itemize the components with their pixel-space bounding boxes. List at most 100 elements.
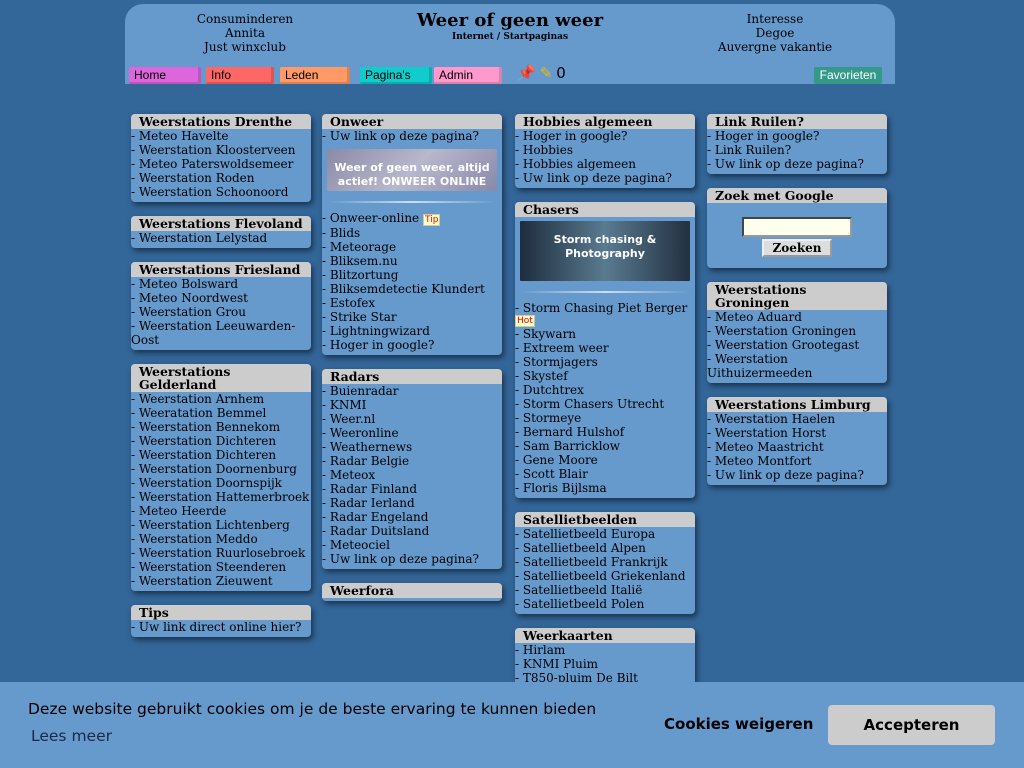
list-link[interactable]: - Floris Bijlsma	[515, 481, 695, 495]
list-link[interactable]: - Strike Star	[322, 310, 502, 324]
list-link[interactable]: - Satellietbeeld Europa	[515, 527, 656, 541]
list-link[interactable]: - Storm Chasing Piet Berger Hot	[515, 301, 695, 327]
list-link[interactable]: - Scott Blair	[515, 467, 695, 481]
list-link[interactable]: - Hobbies algemeen	[515, 157, 636, 171]
list-link[interactable]: - Blids	[322, 226, 502, 240]
list-link[interactable]: - Weathernews	[322, 440, 413, 454]
list-link[interactable]: - Meteo Havelte	[131, 129, 229, 143]
list-link[interactable]: - Meteox	[322, 468, 376, 482]
list-link[interactable]: - Extreem weer	[515, 341, 695, 355]
list-link[interactable]: - KNMI Pluim	[515, 657, 599, 671]
list-link[interactable]: - Weerstation Haelen	[707, 412, 836, 426]
list-link[interactable]: - Uw link op deze pagina?	[322, 552, 479, 566]
list-link[interactable]: - Hoger in google?	[322, 338, 502, 352]
list-link[interactable]: - Bernard Hulshof	[515, 425, 695, 439]
list-link[interactable]: - Hobbies	[515, 143, 574, 157]
pen-icon[interactable]: ✎	[539, 64, 553, 82]
list-link[interactable]: - Radar Ierland	[322, 496, 415, 510]
list-link[interactable]: - Weerstation Dichteren	[131, 434, 277, 448]
list-link[interactable]: - Weerstation Doornenburg	[131, 462, 297, 476]
list-link[interactable]: - Uw link op deze pagina?	[515, 171, 672, 185]
list-link[interactable]: - Meteo Heerde	[131, 504, 227, 518]
list-link[interactable]: - T850-pluim De Bilt	[515, 671, 638, 685]
list-link[interactable]: - Radar Finland	[322, 482, 418, 496]
list-link[interactable]: - Weerstation Arnhem	[131, 392, 265, 406]
list-link[interactable]: - Weerstation Hattemerbroek	[131, 490, 310, 504]
nav-admin[interactable]: Admin	[434, 67, 502, 84]
list-link[interactable]: - Weerstation Ruurlosebroek	[131, 546, 306, 560]
nav-leden[interactable]: Leden	[280, 67, 350, 84]
header-link[interactable]: Consuminderen	[196, 12, 294, 26]
list-link[interactable]: - Satellietbeeld Polen	[515, 597, 645, 611]
list-link[interactable]: - Sam Barricklow	[515, 439, 695, 453]
list-link[interactable]: - Weerstation Horst	[707, 426, 827, 440]
list-link[interactable]: - Estofex	[322, 296, 502, 310]
list-link[interactable]: - Weerstation Uithuizermeeden	[707, 352, 813, 380]
list-link[interactable]: - Weerstation Bennekom	[131, 420, 281, 434]
list-link[interactable]: - Weerstation Lichtenberg	[131, 518, 290, 532]
nav-home[interactable]: Home	[129, 67, 201, 84]
accept-cookies-button[interactable]: Accepteren	[828, 705, 995, 745]
pushpin-icon[interactable]: 📌	[517, 64, 536, 82]
list-link[interactable]: - Skystef	[515, 369, 695, 383]
header-link[interactable]: Interesse	[746, 12, 804, 26]
list-link[interactable]: - Uw link op deze pagina?	[322, 129, 479, 143]
list-link[interactable]: - Radar Duitsland	[322, 524, 430, 538]
list-link[interactable]: - Weerstation Groningen	[707, 324, 857, 338]
storm-chasing-banner[interactable]: Storm chasing & Photography	[520, 221, 690, 281]
onweer-online-banner[interactable]: Weer of geen weer, altijd actief! ONWEER…	[327, 149, 497, 191]
list-link[interactable]: - Dutchtrex	[515, 383, 695, 397]
list-link[interactable]: - Weerstation Roden	[131, 171, 255, 185]
list-link[interactable]: - Link Ruilen?	[707, 143, 792, 157]
search-input[interactable]	[742, 217, 852, 237]
list-link[interactable]: - Satellietbeeld Italië	[515, 583, 643, 597]
list-link[interactable]: - Weerstation Zieuwent	[131, 574, 273, 588]
list-link[interactable]: - Satellietbeeld Alpen	[515, 541, 646, 555]
list-link[interactable]: - Uw link op deze pagina?	[707, 468, 864, 482]
list-link[interactable]: - Buienradar	[322, 384, 399, 398]
list-link[interactable]: - Weerstation Lelystad	[131, 231, 268, 245]
list-link[interactable]: - Blitzortung	[322, 268, 502, 282]
list-link[interactable]: - Lightningwizard	[322, 324, 502, 338]
list-link[interactable]: - Weerstation Doornspijk	[131, 476, 282, 490]
list-link[interactable]: - Hoger in google?	[515, 129, 628, 143]
list-link[interactable]: - Storm Chasers Utrecht	[515, 397, 695, 411]
list-link[interactable]: - Bliksemdetectie Klundert	[322, 282, 502, 296]
list-link[interactable]: - Weeratation Bemmel	[131, 406, 267, 420]
list-link[interactable]: - Radar Engeland	[322, 510, 429, 524]
list-link[interactable]: - Meteociel	[322, 538, 390, 552]
nav-info[interactable]: Info	[206, 67, 274, 84]
list-link[interactable]: - Weerstation Steenderen	[131, 560, 287, 574]
favorites-button[interactable]: Favorieten	[814, 67, 882, 84]
list-link[interactable]: - Uw link op deze pagina?	[707, 157, 864, 171]
header-link[interactable]: Annita	[225, 26, 265, 40]
list-link[interactable]: - Bliksem.nu	[322, 254, 502, 268]
list-link[interactable]: - Onweer-online Tip	[322, 211, 502, 226]
list-link[interactable]: - Hirlam	[515, 643, 566, 657]
list-link[interactable]: - Meteo Bolsward	[131, 277, 239, 291]
list-link[interactable]: - Meteorage	[322, 240, 502, 254]
list-link[interactable]: - Skywarn	[515, 327, 695, 341]
list-link[interactable]: - Weerstation Grootegast	[707, 338, 860, 352]
list-link[interactable]: - Weeronline	[322, 426, 399, 440]
read-more-link[interactable]: Lees meer	[31, 727, 112, 745]
list-link[interactable]: - Stormjagers	[515, 355, 695, 369]
list-link[interactable]: - Weerstation Schoonoord	[131, 185, 289, 199]
list-link[interactable]: - Meteo Aduard	[707, 310, 802, 324]
list-link[interactable]: - Meteo Paterswoldsemeer	[131, 157, 294, 171]
header-link[interactable]: Auvergne vakantie	[717, 40, 833, 54]
nav-paginas[interactable]: Pagina's	[360, 67, 432, 84]
list-link[interactable]: - KNMI	[322, 398, 367, 412]
list-link[interactable]: - Meteo Montfort	[707, 454, 812, 468]
decline-cookies-button[interactable]: Cookies weigeren	[664, 715, 814, 733]
list-link[interactable]: - Meteo Maastricht	[707, 440, 824, 454]
list-link[interactable]: - Radar Belgie	[322, 454, 410, 468]
list-link[interactable]: - Weerstation Leeuwarden-Oost	[131, 319, 296, 347]
list-link[interactable]: - Weerstation Meddo	[131, 532, 258, 546]
header-link[interactable]: Degoe	[755, 26, 795, 40]
list-link[interactable]: - Weerstation Kloosterveen	[131, 143, 296, 157]
list-link[interactable]: - Weerstation Dichteren	[131, 448, 277, 462]
list-link[interactable]: - Weer.nl	[322, 412, 376, 426]
list-link[interactable]: - Stormeye	[515, 411, 695, 425]
list-link[interactable]: - Weerstation Grou	[131, 305, 247, 319]
